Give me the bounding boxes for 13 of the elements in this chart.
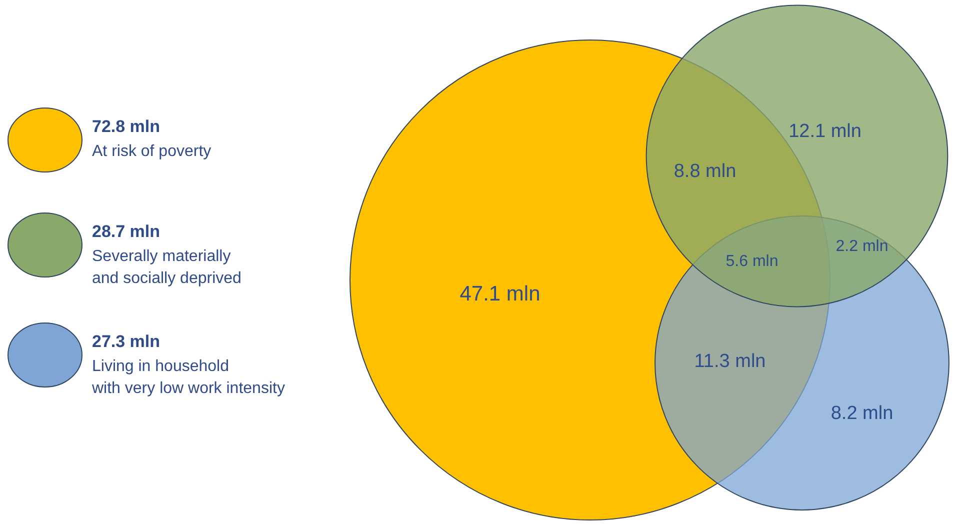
text: 47.1 mln	[460, 282, 540, 306]
category-label: Severally materially and socially deprived	[92, 248, 242, 287]
data-label: 28.7 mln	[92, 222, 160, 241]
text: 12.1 mln	[788, 121, 862, 142]
data-label: 72.8 mln	[92, 117, 160, 136]
category-label: Living in household with very low work intensity	[91, 358, 285, 397]
text: 8.2 mln	[830, 403, 894, 424]
category-label: At risk of poverty	[92, 143, 212, 160]
text: 5.6 mln	[726, 253, 778, 270]
text: 11.3 mln	[694, 351, 766, 372]
text: 8.8 mln	[674, 161, 736, 182]
data-label: 27.3 mln	[92, 332, 160, 351]
text: 2.2 mln	[836, 238, 888, 256]
